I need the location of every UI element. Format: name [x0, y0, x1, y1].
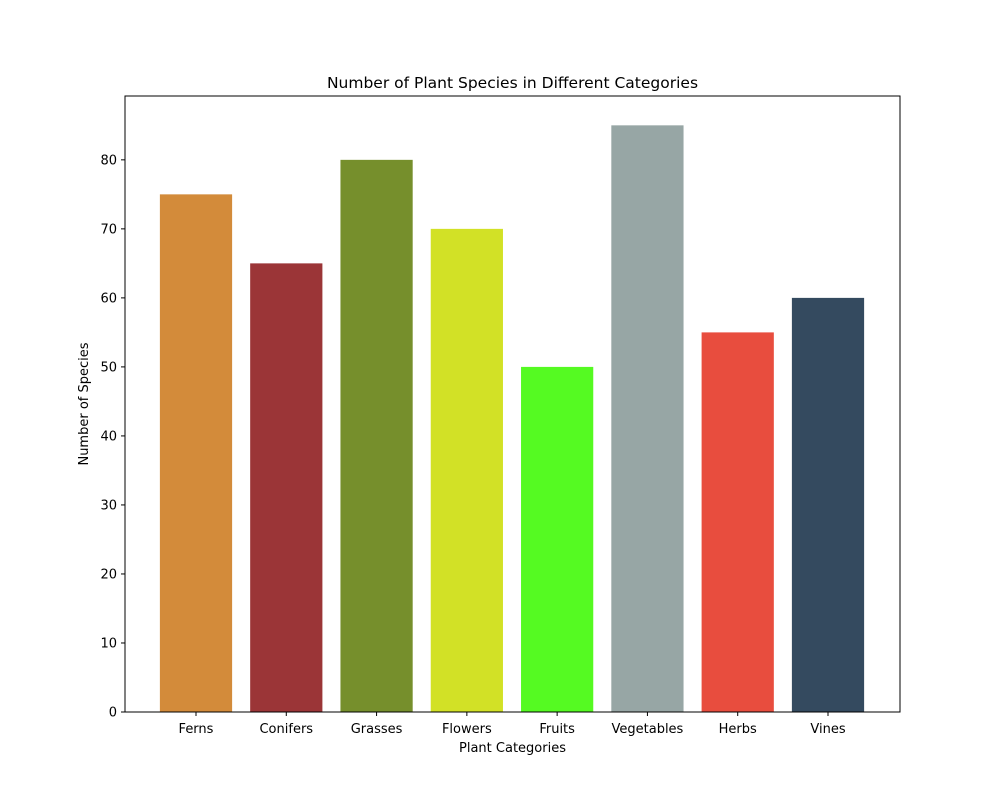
x-tick-label: Flowers	[442, 722, 492, 737]
x-tick-label: Herbs	[719, 722, 757, 737]
x-tick-label: Vegetables	[612, 722, 684, 737]
x-tick-label: Conifers	[259, 722, 313, 737]
bar-flowers	[430, 228, 503, 713]
y-tick-label: 20	[100, 567, 117, 582]
y-tick-label: 70	[100, 222, 117, 237]
plot-area	[159, 125, 865, 713]
x-axis: Ferns Conifers Grasses Flowers Fruits Vegetab…	[179, 712, 846, 737]
axes-frame	[124, 95, 901, 713]
bar-vines	[791, 297, 865, 712]
y-axis: 0 10 20 30 40 50 60 70 80	[100, 153, 125, 721]
x-tick-label: Grasses	[351, 722, 403, 737]
bar-grasses	[340, 159, 413, 712]
y-tick-label: 0	[109, 706, 117, 721]
y-tick-label: 50	[100, 360, 117, 375]
y-tick-label: 40	[100, 429, 117, 444]
bar-fruits	[521, 366, 594, 712]
y-tick-label: 80	[100, 153, 117, 168]
x-tick-label: Ferns	[179, 722, 214, 737]
y-tick-label: 10	[100, 636, 117, 651]
y-tick-label: 30	[100, 498, 117, 513]
bar-vegetables	[611, 125, 684, 713]
bar-herbs	[701, 332, 774, 712]
x-tick-label: Vines	[810, 722, 845, 737]
x-tick-label: Fruits	[539, 722, 575, 737]
bar-conifers	[250, 263, 323, 712]
bar-ferns	[159, 194, 233, 713]
x-axis-label: Plant Categories	[459, 741, 566, 756]
y-axis-label: Number of Species	[77, 342, 92, 465]
chart-title: Number of Plant Species in Different Cat…	[327, 74, 698, 92]
y-tick-label: 60	[100, 291, 117, 306]
